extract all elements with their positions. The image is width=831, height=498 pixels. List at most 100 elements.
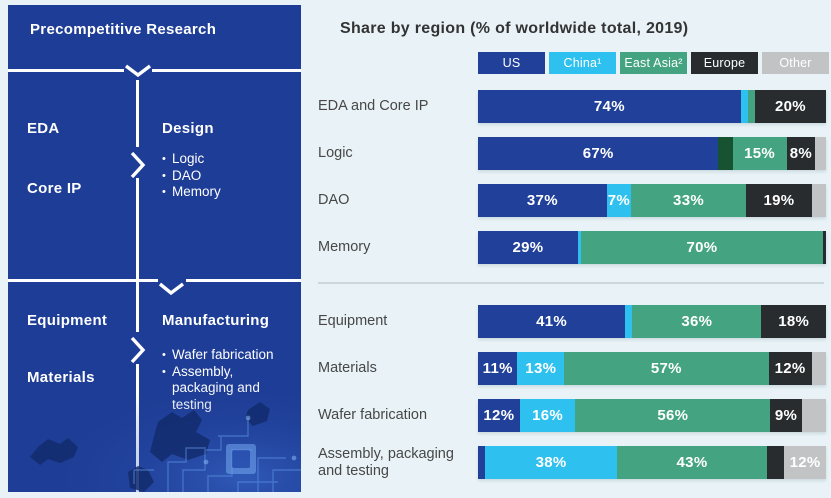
panel-item-materials: Materials bbox=[27, 369, 95, 386]
design-bullet-list: Logic DAO Memory bbox=[162, 151, 280, 201]
group-separator-line bbox=[318, 282, 824, 284]
bar-segment-value: 67% bbox=[582, 145, 614, 162]
bar-segment-east_asia: 43% bbox=[617, 446, 767, 479]
bar-segment-us bbox=[478, 446, 485, 479]
bar-segment-east_asia: 15% bbox=[732, 137, 787, 170]
stacked-bar: 67% 15% 8% bbox=[478, 137, 826, 170]
bar-segment-east_asia: 56% bbox=[575, 399, 771, 432]
bar-segment-other bbox=[801, 399, 826, 432]
divider-line bbox=[8, 279, 158, 282]
stacked-bar: 41% 36% 18% bbox=[478, 305, 826, 338]
bar-segment-china bbox=[625, 305, 633, 338]
bar-segment-value: 74% bbox=[593, 98, 625, 115]
legend-item-china: China¹ bbox=[549, 52, 616, 74]
bar-segment-value: 11% bbox=[482, 360, 513, 377]
bullet-dao: DAO bbox=[162, 168, 280, 185]
share-by-region-chart: Share by region (% of worldwide total, 2… bbox=[310, 0, 831, 498]
legend-item-us: US bbox=[478, 52, 545, 74]
bar-segment-us: 74% bbox=[478, 90, 741, 123]
bar-segment-value: 12% bbox=[774, 360, 806, 377]
bar-segment-europe: 12% bbox=[768, 352, 812, 385]
legend-item-other: Other bbox=[762, 52, 829, 74]
divider-line bbox=[186, 279, 301, 282]
bar-segment-value: 7% bbox=[607, 192, 631, 209]
bullet-logic: Logic bbox=[162, 151, 280, 168]
panel-header: Precompetitive Research bbox=[30, 21, 217, 38]
bar-segment-us: 11% bbox=[478, 352, 518, 385]
bar-segment-other bbox=[811, 352, 826, 385]
bar-row-label: Assembly, packaging and testing bbox=[318, 445, 454, 479]
bar-segment-value: 41% bbox=[536, 313, 567, 330]
panel-item-equipment: Equipment bbox=[27, 312, 108, 329]
bar-segment-china: 13% bbox=[517, 352, 565, 385]
bar-segment-east_asia: 33% bbox=[631, 184, 746, 217]
stacked-bar: 74% 20% bbox=[478, 90, 826, 123]
bar-segment-east_asia: 36% bbox=[632, 305, 762, 338]
bar-segment-value: 9% bbox=[774, 407, 798, 424]
bar-segment-value: 36% bbox=[681, 313, 713, 330]
bar-segment-china bbox=[577, 231, 582, 264]
bar-row-label: Memory bbox=[318, 239, 371, 255]
divider-line bbox=[136, 80, 139, 147]
chart-title: Share by region (% of worldwide total, 2… bbox=[340, 20, 689, 37]
bullet-memory: Memory bbox=[162, 184, 280, 201]
bar-segment-value: 37% bbox=[526, 192, 558, 209]
divider-line bbox=[152, 69, 301, 72]
legend-item-europe: Europe bbox=[691, 52, 758, 74]
bar-segment-europe: 20% bbox=[754, 90, 826, 123]
chevron-down-icon bbox=[124, 64, 152, 78]
stacked-bar: 29% 70% bbox=[478, 231, 826, 264]
bar-row-label: Materials bbox=[318, 360, 377, 376]
chevron-right-icon bbox=[130, 151, 146, 179]
stacked-bar: 12% 16% 56% 9% bbox=[478, 399, 826, 432]
bar-segment-east_asia: 70% bbox=[581, 231, 823, 264]
bar-row-label: Logic bbox=[318, 145, 353, 161]
divider-line bbox=[136, 178, 139, 332]
panel-item-manufacturing: Manufacturing bbox=[162, 312, 270, 329]
panel-item-core-ip: Core IP bbox=[27, 180, 82, 197]
bar-segment-value: 12% bbox=[483, 407, 515, 424]
bar-segment-value: 13% bbox=[525, 360, 557, 377]
bar-segment-value: 15% bbox=[744, 145, 776, 162]
manufacturing-bullet-list: Wafer fabrication Assembly, packaging an… bbox=[162, 347, 276, 413]
divider-line bbox=[136, 364, 139, 492]
divider-line bbox=[8, 69, 124, 72]
bar-segment-europe bbox=[822, 231, 826, 264]
bar-segment-other: 12% bbox=[784, 446, 826, 479]
bar-segment-value: 38% bbox=[535, 454, 567, 471]
chevron-right-icon bbox=[130, 336, 146, 364]
bar-segment-value: 43% bbox=[676, 454, 708, 471]
bar-segment-value: 12% bbox=[789, 454, 821, 471]
bar-segment-china: 38% bbox=[484, 446, 618, 479]
bar-segment-east_asia: 57% bbox=[564, 352, 769, 385]
bar-segment-value: 19% bbox=[763, 192, 795, 209]
bar-segment-value: 57% bbox=[650, 360, 682, 377]
bar-segment-us: 37% bbox=[478, 184, 607, 217]
chart-legend: US China¹ East Asia² Europe Other bbox=[478, 52, 829, 74]
bar-segment-value: 70% bbox=[686, 239, 718, 256]
stacked-bar: 11% 13% 57% 12% bbox=[478, 352, 826, 385]
precompetitive-research-panel: Precompetitive Research EDA Core IP Desi… bbox=[8, 5, 301, 492]
bar-segment-europe: 8% bbox=[786, 137, 816, 170]
bar-segment-east_asia bbox=[747, 90, 755, 123]
bar-segment-china: 16% bbox=[519, 399, 576, 432]
bar-segment-europe: 18% bbox=[761, 305, 826, 338]
bar-segment-value: 8% bbox=[789, 145, 812, 162]
bar-segment-europe bbox=[766, 446, 785, 479]
bar-segment-value: 18% bbox=[778, 313, 810, 330]
bullet-assembly-packaging-testing: Assembly, packaging and testing bbox=[162, 364, 276, 414]
bar-segment-china: 7% bbox=[606, 184, 632, 217]
bar-segment-europe: 9% bbox=[770, 399, 802, 432]
bar-segment-us: 67% bbox=[478, 137, 719, 170]
bullet-wafer-fabrication: Wafer fabrication bbox=[162, 347, 276, 364]
bar-row-label: DAO bbox=[318, 192, 350, 208]
bar-segment-us: 29% bbox=[478, 231, 578, 264]
bar-segment-value: 33% bbox=[673, 192, 704, 209]
bar-row-label: Wafer fabrication bbox=[318, 407, 428, 423]
stacked-bar: 37% 7% 33% 19% bbox=[478, 184, 826, 217]
bar-segment-us: 12% bbox=[478, 399, 520, 432]
panel-item-eda: EDA bbox=[27, 120, 60, 137]
bar-row-label: Equipment bbox=[318, 313, 388, 329]
bar-row-label: EDA and Core IP bbox=[318, 98, 429, 114]
